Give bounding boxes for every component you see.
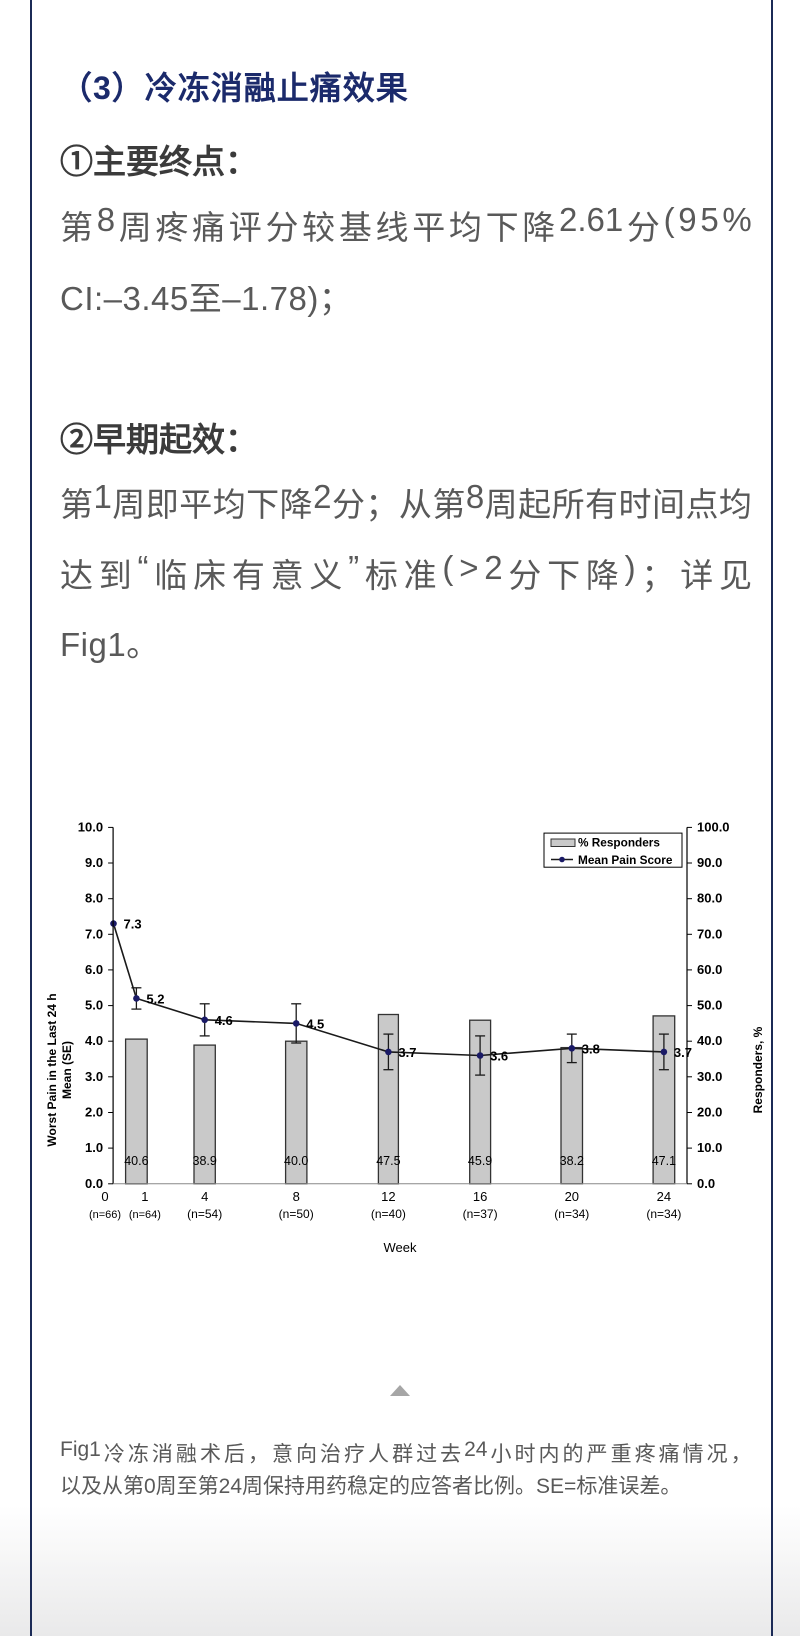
svg-text:100.0: 100.0 [697, 819, 730, 834]
svg-text:8: 8 [293, 1189, 300, 1204]
svg-text:Week: Week [384, 1240, 417, 1255]
svg-text:Responders, %: Responders, % [751, 1026, 765, 1113]
svg-text:(n=66): (n=66) [89, 1209, 121, 1221]
svg-text:30.0: 30.0 [697, 1069, 722, 1084]
svg-text:3.7: 3.7 [674, 1045, 692, 1060]
svg-text:38.9: 38.9 [193, 1154, 217, 1168]
svg-text:7.0: 7.0 [85, 926, 103, 941]
svg-text:16: 16 [473, 1189, 487, 1204]
svg-text:(n=34): (n=34) [646, 1207, 681, 1221]
svg-text:4.0: 4.0 [85, 1033, 103, 1048]
svg-text:4.5: 4.5 [306, 1016, 324, 1031]
svg-text:(n=64): (n=64) [129, 1209, 161, 1221]
svg-text:Worst Pain in the Last 24 h: Worst Pain in the Last 24 h [45, 993, 59, 1146]
svg-text:(n=34): (n=34) [554, 1207, 589, 1221]
svg-text:80.0: 80.0 [697, 891, 722, 906]
svg-text:9.0: 9.0 [85, 855, 103, 870]
svg-text:1.0: 1.0 [85, 1140, 103, 1155]
svg-text:8.0: 8.0 [85, 891, 103, 906]
svg-text:10.0: 10.0 [78, 819, 103, 834]
svg-text:3.8: 3.8 [582, 1041, 600, 1056]
svg-text:5.2: 5.2 [146, 991, 164, 1006]
svg-text:4.6: 4.6 [215, 1013, 233, 1028]
svg-text:4: 4 [201, 1189, 208, 1204]
svg-text:(n=37): (n=37) [463, 1207, 498, 1221]
svg-text:Mean (SE): Mean (SE) [60, 1041, 74, 1099]
svg-text:10.0: 10.0 [697, 1140, 722, 1155]
svg-text:(n=54): (n=54) [187, 1207, 222, 1221]
svg-text:12: 12 [381, 1189, 395, 1204]
svg-text:1: 1 [141, 1189, 148, 1204]
svg-text:47.5: 47.5 [376, 1154, 400, 1168]
svg-text:Mean Pain Score: Mean Pain Score [578, 853, 673, 867]
svg-text:20: 20 [565, 1189, 579, 1204]
svg-text:20.0: 20.0 [697, 1105, 722, 1120]
svg-text:60.0: 60.0 [697, 962, 722, 977]
svg-text:% Responders: % Responders [578, 835, 660, 849]
svg-text:6.0: 6.0 [85, 962, 103, 977]
svg-text:3.7: 3.7 [398, 1045, 416, 1060]
svg-text:40.0: 40.0 [284, 1154, 308, 1168]
svg-text:3.6: 3.6 [490, 1049, 508, 1064]
svg-text:(n=50): (n=50) [279, 1207, 314, 1221]
svg-text:(n=40): (n=40) [371, 1207, 406, 1221]
svg-text:2.0: 2.0 [85, 1105, 103, 1120]
svg-text:90.0: 90.0 [697, 855, 722, 870]
svg-text:70.0: 70.0 [697, 926, 722, 941]
svg-text:24: 24 [657, 1189, 671, 1204]
svg-text:40.0: 40.0 [697, 1033, 722, 1048]
svg-text:5.0: 5.0 [85, 998, 103, 1013]
svg-text:47.1: 47.1 [652, 1154, 676, 1168]
svg-text:3.0: 3.0 [85, 1069, 103, 1084]
svg-text:40.6: 40.6 [124, 1154, 148, 1168]
svg-text:38.2: 38.2 [560, 1154, 584, 1168]
svg-text:7.3: 7.3 [124, 917, 142, 932]
svg-text:45.9: 45.9 [468, 1154, 492, 1168]
svg-text:0.0: 0.0 [85, 1176, 103, 1191]
svg-text:0: 0 [101, 1189, 108, 1204]
svg-text:0.0: 0.0 [697, 1176, 715, 1191]
svg-text:50.0: 50.0 [697, 998, 722, 1013]
